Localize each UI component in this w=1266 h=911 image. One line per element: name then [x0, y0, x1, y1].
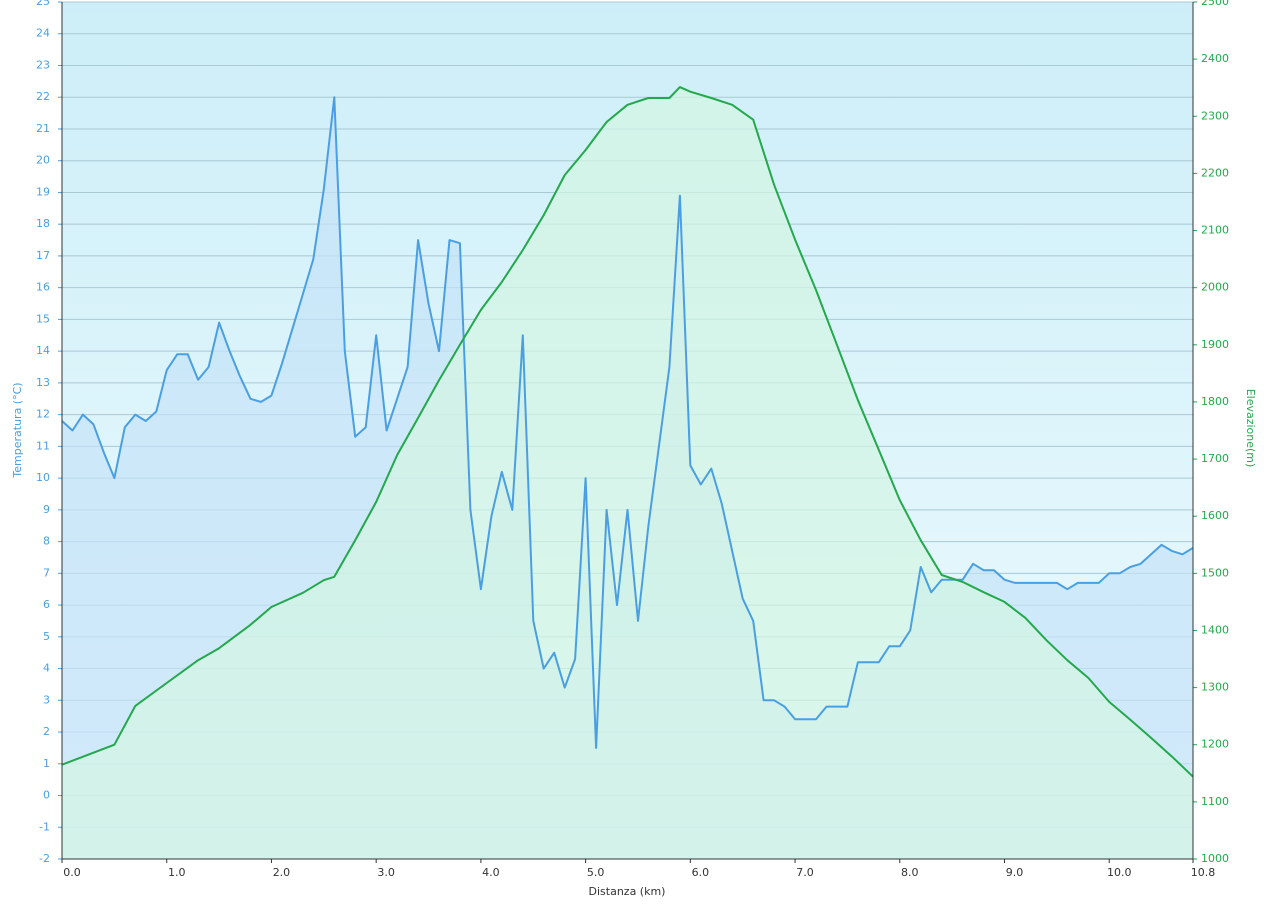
x-tick-label: 0.0 [63, 866, 81, 879]
y-tick-label: 18 [36, 217, 50, 230]
x-tick-label: 7.0 [796, 866, 814, 879]
y-tick-label: 15 [36, 312, 50, 325]
y2-tick-label: 1400 [1201, 623, 1229, 636]
y2-tick-label: 2200 [1201, 166, 1229, 179]
y2-tick-label: 2300 [1201, 109, 1229, 122]
y-tick-label: 10 [36, 471, 50, 484]
y2-tick-label: 2400 [1201, 52, 1229, 65]
x-tick-label: 6.0 [692, 866, 710, 879]
y2-tick-label: 1700 [1201, 452, 1229, 465]
y2-tick-label: 1000 [1201, 852, 1229, 865]
y-tick-label: 12 [36, 408, 50, 421]
y-tick-label: 17 [36, 249, 50, 262]
x-tick-label: 2.0 [273, 866, 291, 879]
series-line [61, 96, 1194, 749]
y-tick-label: 14 [36, 344, 50, 357]
y2-tick-label: 1600 [1201, 509, 1229, 522]
x-tick-label: 8.0 [901, 866, 919, 879]
series-line [61, 86, 1194, 778]
y-tick-label: 16 [36, 281, 50, 294]
x-tick-label: 10.0 [1107, 866, 1132, 879]
y2-tick-label: 1100 [1201, 795, 1229, 808]
y-tick-label: 8 [43, 535, 50, 548]
y-tick-label: 11 [36, 439, 50, 452]
y-tick-label: 24 [36, 27, 50, 40]
y-tick-label: 5 [43, 630, 50, 643]
y-tick-label: 1 [43, 757, 50, 770]
y2-tick-label: 2000 [1201, 281, 1229, 294]
y2-axis-title: Elevazione(m) [1244, 389, 1257, 468]
x-axis-title: Distanza (km) [589, 885, 666, 898]
y-tick-label: 2 [43, 725, 50, 738]
y-tick-label: 13 [36, 376, 50, 389]
y2-tick-label: 1900 [1201, 338, 1229, 351]
y2-tick-label: 1200 [1201, 738, 1229, 751]
series-area [62, 87, 1193, 860]
x-tick-label: 10.8 [1191, 866, 1216, 879]
x-tick-label: 9.0 [1006, 866, 1024, 879]
y2-tick-label: 1500 [1201, 566, 1229, 579]
y2-tick-label: 2500 [1201, 0, 1229, 8]
x-tick-label: 1.0 [168, 866, 186, 879]
y-tick-label: 20 [36, 154, 50, 167]
y-tick-label: 0 [43, 789, 50, 802]
y2-tick-label: 1800 [1201, 395, 1229, 408]
y-tick-label: 21 [36, 122, 50, 135]
y-tick-label: 19 [36, 185, 50, 198]
y-axis-title: Temperatura (°C) [11, 382, 24, 478]
y2-tick-label: 1300 [1201, 681, 1229, 694]
x-tick-label: 4.0 [482, 866, 500, 879]
y-tick-label: -2 [39, 852, 50, 865]
y2-tick-label: 2100 [1201, 224, 1229, 237]
y-tick-label: 4 [43, 662, 50, 675]
y-tick-label: 6 [43, 598, 50, 611]
y-tick-label: 9 [43, 503, 50, 516]
y-tick-label: 25 [36, 0, 50, 8]
y-tick-label: -1 [39, 820, 50, 833]
y-tick-label: 23 [36, 58, 50, 71]
y-tick-label: 7 [43, 566, 50, 579]
y-tick-label: 3 [43, 693, 50, 706]
x-tick-label: 5.0 [587, 866, 605, 879]
x-tick-label: 3.0 [377, 866, 395, 879]
y-tick-label: 22 [36, 90, 50, 103]
